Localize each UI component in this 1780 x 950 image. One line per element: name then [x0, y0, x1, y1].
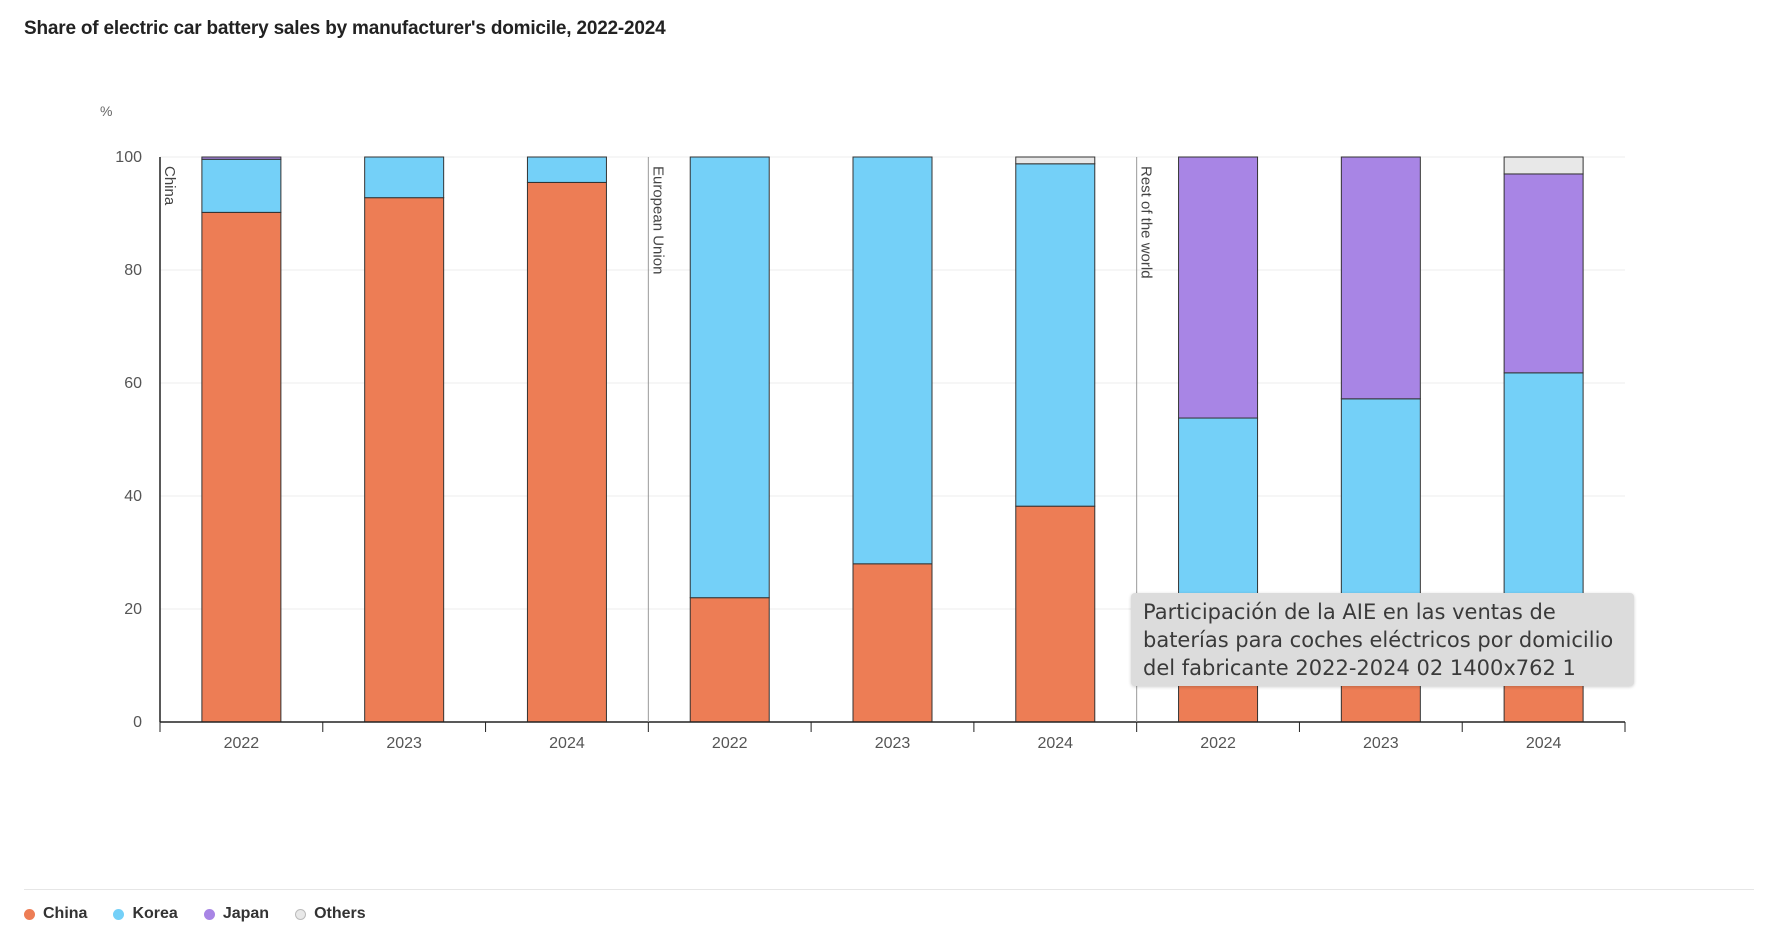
legend-divider [24, 889, 1754, 890]
y-tick-label: 40 [124, 488, 142, 505]
legend-item-china[interactable]: China [24, 905, 87, 923]
bar-segment-others[interactable] [1503, 156, 1584, 175]
image-caption-tooltip: Participación de la AIE en las ventas de… [1131, 593, 1634, 686]
tooltip-line: baterías para coches eléctricos por domi… [1143, 628, 1614, 652]
legend-swatch-korea [113, 908, 125, 920]
legend-label: Others [314, 905, 366, 922]
bar-segment-korea[interactable] [852, 156, 933, 565]
bar-segment-japan[interactable] [1503, 173, 1584, 374]
legend-item-others[interactable]: Others [295, 905, 366, 923]
bar-segment-japan[interactable] [201, 156, 282, 160]
bar-segment-china[interactable] [526, 181, 607, 723]
bar-segment-japan[interactable] [1178, 156, 1259, 419]
bar-segment-korea[interactable] [526, 156, 607, 183]
x-tick-label: 2023 [386, 735, 422, 752]
chart-legend: China Korea Japan Others [24, 905, 366, 923]
bar-segment-korea[interactable] [364, 156, 445, 199]
group-label: European Union [649, 166, 666, 274]
x-tick-label: 2022 [1200, 735, 1236, 752]
group-label: China [161, 166, 178, 206]
bar-segment-korea[interactable] [201, 158, 282, 213]
x-tick-label: 2023 [875, 735, 911, 752]
bar-segment-china[interactable] [1015, 505, 1096, 723]
legend-label: China [43, 905, 88, 922]
legend-swatch-japan [203, 908, 215, 920]
y-tick-label: 0 [133, 714, 142, 731]
bar-segment-china[interactable] [689, 597, 770, 723]
legend-label: Korea [132, 905, 178, 922]
legend-label: Japan [222, 905, 270, 922]
legend-item-korea[interactable]: Korea [113, 905, 178, 923]
bar-segment-korea[interactable] [1015, 163, 1096, 507]
legend-swatch-china [24, 908, 35, 920]
x-tick-label: 2024 [1526, 735, 1562, 752]
bar-segment-korea[interactable] [1178, 417, 1259, 607]
bar-segment-korea[interactable] [1503, 372, 1584, 607]
y-tick-label: 100 [115, 149, 142, 166]
x-tick-label: 2024 [1037, 735, 1073, 752]
y-tick-label: 60 [124, 375, 142, 392]
x-tick-label: 2022 [712, 735, 748, 752]
x-tick-label: 2022 [224, 735, 260, 752]
x-tick-label: 2024 [549, 735, 585, 752]
stacked-bar-chart: % 0 20 40 60 80 100 China 2022 2023 2024 European … [100, 103, 1626, 752]
bar-segment-korea[interactable] [689, 156, 770, 599]
legend-item-japan[interactable]: Japan [203, 905, 270, 923]
bar-segment-china[interactable] [364, 197, 445, 723]
tooltip-line: Participación de la AIE en las ventas de [1143, 600, 1556, 624]
y-axis-unit-label: % [100, 103, 112, 119]
bar-segment-others[interactable] [1015, 156, 1096, 165]
group-label: Rest of the world [1138, 166, 1155, 279]
tooltip-line: del fabricante 2022-2024 02 1400x762 1 [1143, 656, 1576, 680]
legend-swatch-others [295, 908, 307, 920]
bar-segment-japan[interactable] [1340, 156, 1421, 400]
chart-title: Share of electric car battery sales by m… [24, 18, 666, 39]
y-tick-label: 80 [124, 262, 142, 279]
y-tick-label: 20 [124, 601, 142, 618]
bar-segment-china[interactable] [852, 563, 933, 723]
bar-segment-china[interactable] [201, 211, 282, 723]
x-tick-label: 2023 [1363, 735, 1399, 752]
bar-segment-korea[interactable] [1340, 398, 1421, 607]
